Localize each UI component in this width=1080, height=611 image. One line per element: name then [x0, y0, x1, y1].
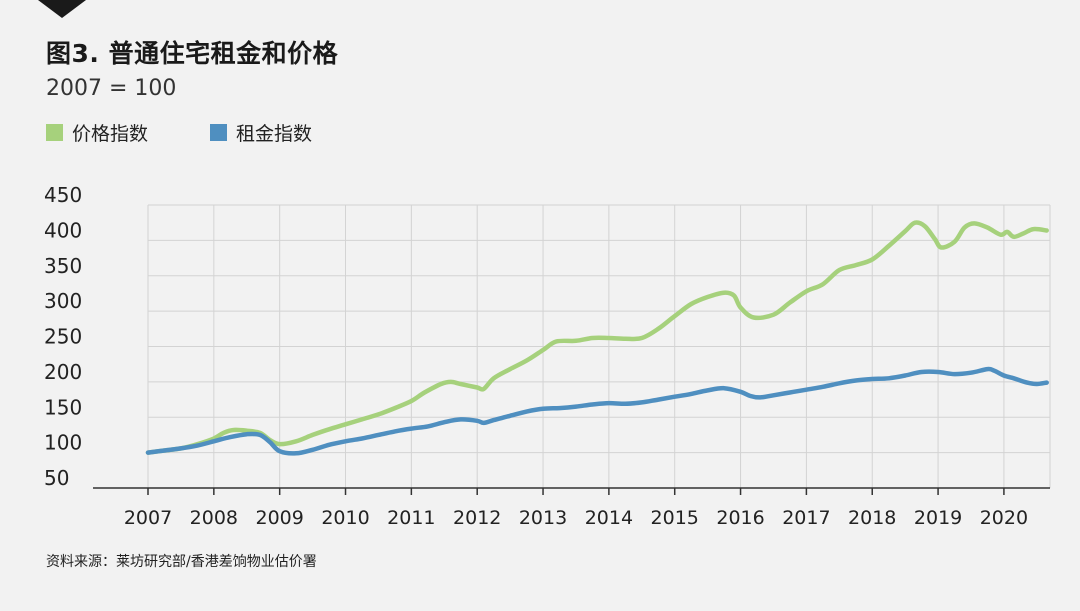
x-tick-label: 2009	[255, 507, 303, 529]
y-tick-label: 150	[44, 395, 82, 419]
x-tick-label: 2014	[585, 507, 633, 529]
legend-swatch-price	[46, 124, 63, 141]
legend-item-price: 价格指数	[46, 119, 148, 146]
chart-title: 图3. 普通住宅租金和价格	[46, 39, 339, 68]
x-tick-label: 2008	[190, 507, 238, 529]
chart-subtitle: 2007 = 100	[46, 76, 177, 101]
x-tick-label: 2016	[716, 507, 764, 529]
rent-index-line	[145, 366, 1049, 456]
y-tick-label: 450	[44, 183, 82, 207]
x-tick-label: 2012	[453, 507, 501, 529]
y-tick-label: 350	[44, 254, 82, 278]
y-tick-label: 50	[44, 466, 69, 490]
x-tick-label: 2015	[651, 507, 699, 529]
source-note: 资料来源：莱坊研究部/香港差饷物业估价署	[46, 554, 317, 570]
legend-label-price: 价格指数	[72, 123, 149, 145]
legend-label-rent: 租金指数	[236, 123, 313, 145]
x-tick-label: 2017	[782, 507, 830, 529]
y-tick-label: 100	[44, 431, 82, 455]
y-tick-label: 250	[44, 325, 82, 349]
price-index-line	[145, 220, 1049, 455]
y-tick-label: 300	[44, 289, 82, 313]
legend-item-rent: 租金指数	[210, 119, 312, 146]
corner-marker	[38, 0, 86, 18]
legend-swatch-rent	[210, 124, 228, 141]
x-tick-label: 2018	[848, 507, 896, 529]
y-tick-label: 400	[44, 218, 82, 242]
x-tick-label: 2013	[519, 507, 567, 529]
x-tick-label: 2011	[387, 507, 435, 529]
x-tick-label: 2007	[124, 507, 172, 529]
x-tick-label: 2020	[980, 507, 1028, 529]
y-tick-label: 200	[44, 360, 82, 384]
x-tick-label: 2010	[321, 507, 369, 529]
legend: 价格指数 租金指数	[46, 119, 374, 146]
x-tick-label: 2019	[914, 507, 962, 529]
